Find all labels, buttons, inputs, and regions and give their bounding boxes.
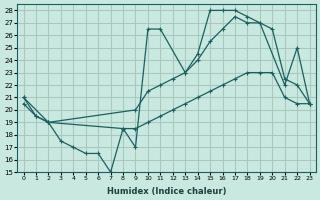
X-axis label: Humidex (Indice chaleur): Humidex (Indice chaleur) xyxy=(107,187,226,196)
